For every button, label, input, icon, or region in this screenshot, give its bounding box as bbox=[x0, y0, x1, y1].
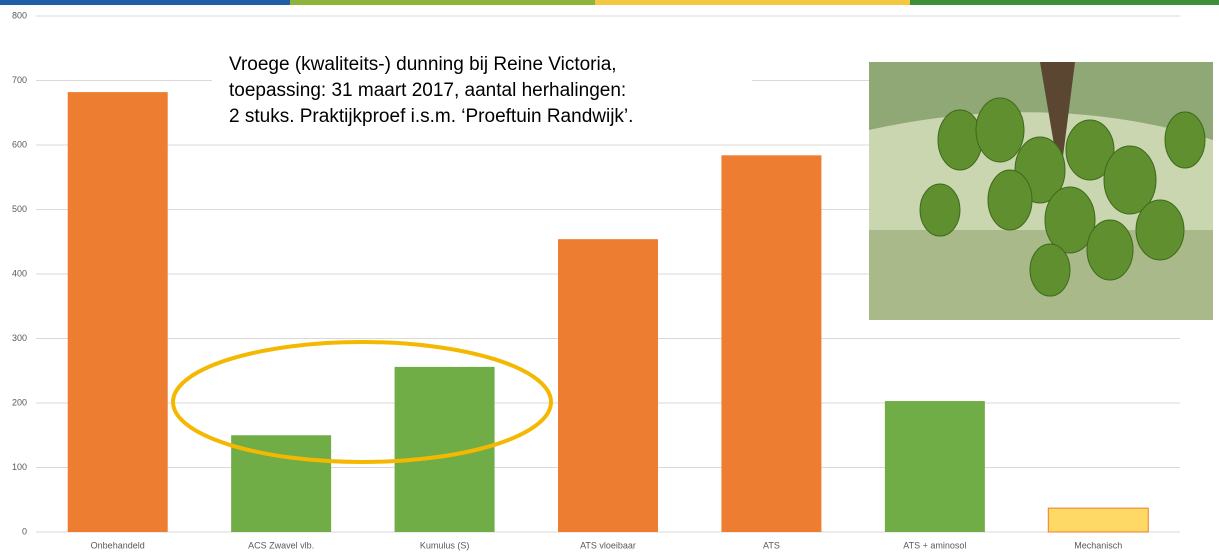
y-tick-label: 500 bbox=[12, 204, 27, 214]
y-tick-label: 700 bbox=[12, 75, 27, 85]
y-tick-label: 600 bbox=[12, 139, 27, 149]
x-tick-label: ACS Zwavel vlb. bbox=[248, 540, 314, 550]
x-tick-label: ATS vloeibaar bbox=[580, 540, 636, 550]
x-tick-label: ATS + aminosol bbox=[903, 540, 966, 550]
y-tick-label: 0 bbox=[22, 526, 27, 536]
x-tick-label: Kumulus (S) bbox=[420, 540, 470, 550]
annotation: Vroege (kwaliteits-) dunning bij Reine V… bbox=[229, 54, 617, 75]
chart: 0 100 200 300 400 500 600 700 800 Onbehandeld ACS … bbox=[0, 0, 1219, 554]
bar bbox=[68, 92, 168, 532]
x-tick-label: Onbehandeld bbox=[91, 540, 145, 550]
annotation: 2 stuks. Praktijkproef i.s.m. ‘Proeftuin… bbox=[229, 106, 633, 127]
annotation: toepassing: 31 maart 2017, aantal herhal… bbox=[229, 80, 626, 101]
bar bbox=[1048, 508, 1148, 532]
top-stripe bbox=[0, 0, 1219, 5]
y-tick-label: 100 bbox=[12, 462, 27, 472]
x-tick-label: ATS bbox=[763, 540, 780, 550]
bar bbox=[721, 155, 821, 532]
y-tick-label: 800 bbox=[12, 10, 27, 20]
y-tick-label: 400 bbox=[12, 268, 27, 278]
bar bbox=[558, 239, 658, 532]
y-tick-label: 200 bbox=[12, 397, 27, 407]
photo bbox=[869, 62, 1213, 320]
bar bbox=[885, 401, 985, 532]
y-tick-label: 300 bbox=[12, 333, 27, 343]
x-tick-label: Mechanisch bbox=[1074, 540, 1122, 550]
